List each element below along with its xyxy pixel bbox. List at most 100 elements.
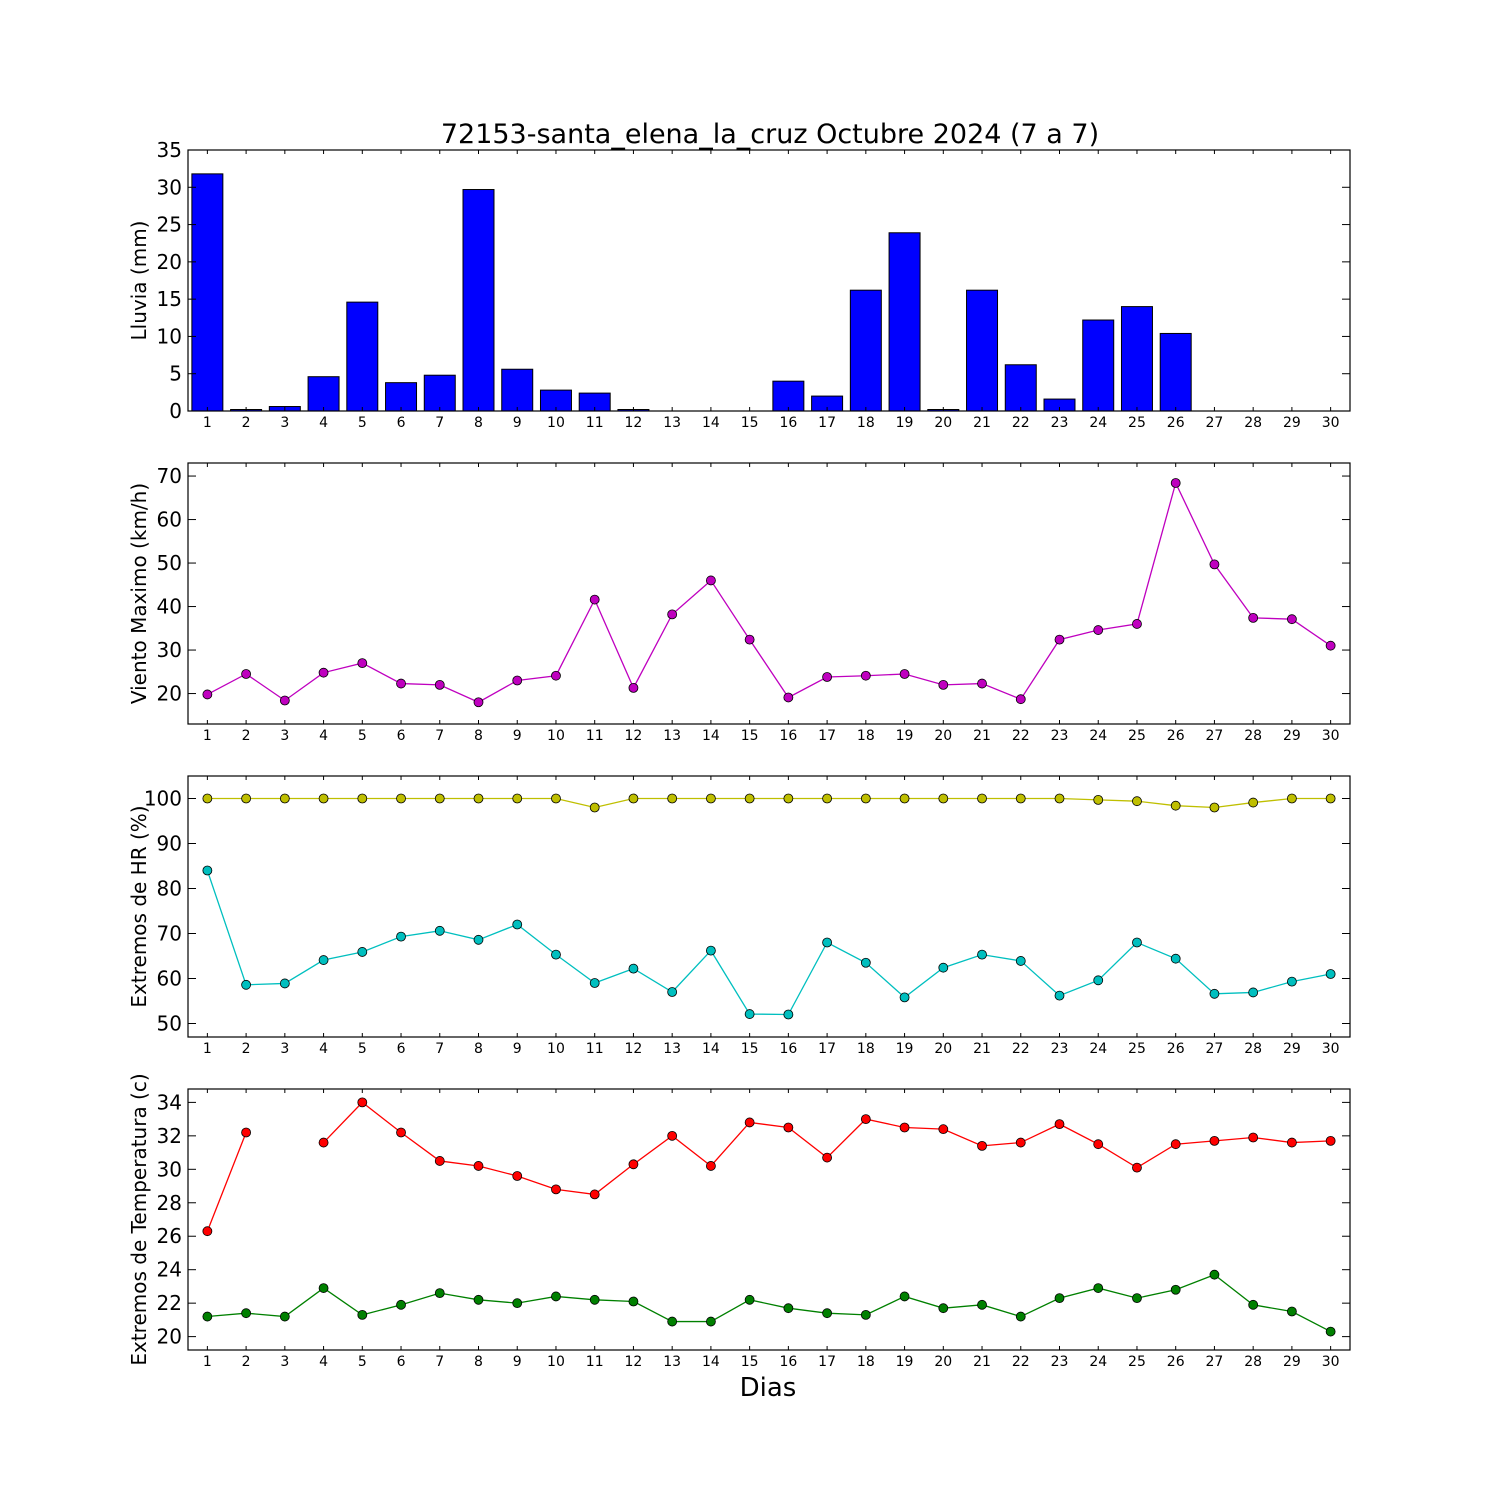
x-tick-label: 11 <box>586 728 604 744</box>
x-tick-label: 16 <box>779 1041 797 1057</box>
bar-day-18 <box>849 289 882 412</box>
x-tick-label: 13 <box>663 415 681 431</box>
y-tick-label: 35 <box>157 138 182 162</box>
x-tick-label: 9 <box>513 728 522 744</box>
x-tick-label: 30 <box>1322 415 1340 431</box>
series-1-point-day-15 <box>744 1294 755 1305</box>
x-tick-label: 26 <box>1167 1041 1185 1057</box>
series-1-point-day-7 <box>434 1288 445 1299</box>
series-0-point-day-4 <box>318 667 329 678</box>
series-0-point-day-3 <box>279 695 290 706</box>
series-1-point-day-18 <box>860 1309 871 1320</box>
series-1-point-day-17 <box>822 937 832 948</box>
x-tick-label: 19 <box>896 415 914 431</box>
series-0-point-day-26 <box>1170 1139 1181 1150</box>
bar-day-19 <box>888 232 921 412</box>
series-0-point-day-20 <box>938 793 949 804</box>
series-1-point-day-29 <box>1287 976 1297 987</box>
series-1-point-day-19 <box>899 992 910 1003</box>
y-tick-label: 60 <box>157 967 182 991</box>
x-tick-label: 25 <box>1128 1354 1146 1370</box>
series-1-point-day-20 <box>938 1303 949 1314</box>
x-tick-label: 6 <box>397 1041 406 1057</box>
series-1-point-day-11 <box>589 978 600 988</box>
series-0-point-day-13 <box>667 1130 678 1141</box>
series-0-point-day-10 <box>551 670 561 681</box>
series-1-point-day-7 <box>434 925 445 936</box>
bar-day-6 <box>385 382 418 412</box>
series-1-point-day-1 <box>202 865 213 876</box>
series-0-point-day-7 <box>434 1156 445 1166</box>
y-tick-label: 30 <box>157 175 182 199</box>
series-1-point-day-25 <box>1132 937 1142 948</box>
series-0-point-day-9 <box>512 675 523 686</box>
x-tick-label: 15 <box>741 728 759 744</box>
x-tick-label: 25 <box>1128 1041 1146 1057</box>
x-tick-label: 27 <box>1206 728 1224 744</box>
series-1-point-day-5 <box>357 947 368 957</box>
y-tick-label: 100 <box>144 787 182 811</box>
series-0-point-day-24 <box>1093 625 1104 635</box>
series-0-point-day-29 <box>1287 793 1297 804</box>
series-0-point-day-20 <box>938 679 949 690</box>
plot-frame <box>187 1088 1351 1351</box>
series-0-point-day-22 <box>1015 694 1026 705</box>
series-0-point-day-1 <box>202 689 213 700</box>
bar-day-24 <box>1082 319 1115 412</box>
x-tick-label: 20 <box>934 1041 952 1057</box>
x-tick-label: 10 <box>547 415 565 431</box>
series-1-point-day-3 <box>279 1311 290 1322</box>
x-tick-label: 5 <box>358 1041 367 1057</box>
x-tick-label: 12 <box>625 1354 643 1370</box>
x-tick-label: 30 <box>1322 1041 1340 1057</box>
series-0-point-day-2 <box>241 793 252 804</box>
x-tick-label: 13 <box>663 1041 681 1057</box>
y-tick-label: 20 <box>157 250 182 274</box>
series-1-point-day-1 <box>202 1311 213 1322</box>
x-tick-label: 2 <box>242 415 251 431</box>
series-0-point-day-18 <box>860 1114 871 1125</box>
plot-frame <box>187 462 1351 725</box>
series-1-point-day-2 <box>241 979 252 990</box>
x-tick-label: 14 <box>702 728 720 744</box>
x-tick-label: 4 <box>319 1041 328 1057</box>
series-0-point-day-16 <box>783 692 794 703</box>
y-tick-label: 22 <box>157 1291 182 1315</box>
x-tick-label: 20 <box>934 1354 952 1370</box>
series-1-point-day-8 <box>473 1294 484 1305</box>
series-0-point-day-28 <box>1248 1132 1259 1143</box>
x-tick-label: 25 <box>1128 728 1146 744</box>
series-0-point-day-29 <box>1287 614 1297 625</box>
series-0-point-day-9 <box>512 1171 523 1181</box>
bar-day-5 <box>346 301 379 412</box>
series-0-point-day-13 <box>667 793 678 804</box>
x-tick-label: 9 <box>513 1041 522 1057</box>
x-tick-label: 29 <box>1283 1354 1301 1370</box>
x-tick-label: 24 <box>1089 415 1107 431</box>
series-0-point-day-17 <box>822 793 832 804</box>
x-tick-label: 2 <box>242 728 251 744</box>
series-1-point-day-13 <box>667 987 678 997</box>
x-tick-label: 7 <box>435 1354 444 1370</box>
series-1-point-day-4 <box>318 955 329 965</box>
series-0-point-day-30 <box>1325 793 1336 804</box>
x-tick-label: 4 <box>319 415 328 431</box>
x-tick-label: 18 <box>857 415 875 431</box>
series-1-point-day-14 <box>706 1316 716 1327</box>
series-0-point-day-19 <box>899 669 910 679</box>
y-tick-label: 60 <box>157 508 182 532</box>
bar-day-4 <box>307 376 340 412</box>
x-tick-label: 21 <box>973 1354 991 1370</box>
series-1-point-day-12 <box>628 963 639 974</box>
series-0-point-day-14 <box>706 1161 716 1171</box>
x-tick-label: 27 <box>1206 415 1224 431</box>
y-axis-label: Viento Maximo (km/h) <box>127 483 151 704</box>
x-tick-label: 29 <box>1283 415 1301 431</box>
series-0-point-day-17 <box>822 672 832 682</box>
x-tick-label: 14 <box>702 1354 720 1370</box>
x-tick-label: 5 <box>358 1354 367 1370</box>
y-tick-label: 80 <box>157 877 182 901</box>
series-0-point-day-5 <box>357 658 368 668</box>
